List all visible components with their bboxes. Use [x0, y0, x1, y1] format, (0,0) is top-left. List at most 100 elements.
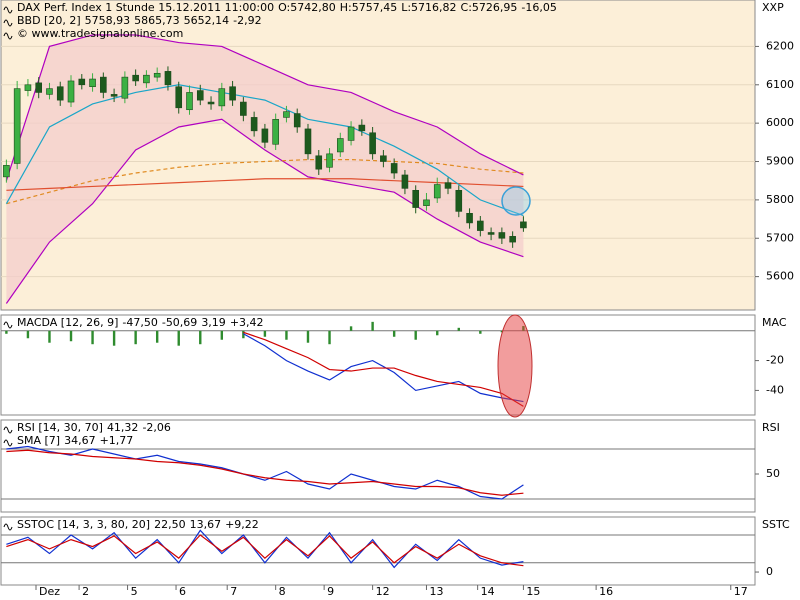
y-tick-label: 5700	[766, 231, 794, 244]
candle-body	[455, 189, 463, 212]
legend-text: DAX Perf. Index 1 Stunde 15.12.2011 11:0…	[17, 1, 274, 14]
histogram-bar	[177, 330, 180, 346]
legend-text: -50,69	[162, 316, 197, 329]
legend-icon	[3, 32, 13, 40]
x-tick-label: 9	[327, 585, 334, 598]
labels: XXP 5600 5700 5800 5900 6000 6100 6200 DAX Perf.…	[3, 1, 794, 598]
legend-icon	[3, 439, 13, 447]
marks	[3, 34, 527, 569]
series-line	[243, 333, 524, 403]
series-line	[5, 34, 524, 181]
legend-text: 5758,93	[85, 14, 131, 27]
histogram-bar	[26, 330, 30, 339]
candle-body	[13, 88, 21, 164]
legend-text: 3,19	[201, 316, 226, 329]
legend-text: SSTOC [14, 3, 3, 80, 20]	[17, 518, 150, 531]
y-tick-label: 5600	[766, 270, 794, 283]
legend-text: -16,05	[521, 1, 556, 14]
histogram-bar	[220, 330, 224, 340]
candle-body	[433, 184, 441, 199]
candle-body	[509, 236, 516, 243]
candle-body	[143, 74, 150, 84]
x-tick-label: 8	[279, 585, 286, 598]
candle-body	[250, 117, 258, 132]
y-tick-label: -20	[766, 354, 784, 367]
legend-text: BBD [20, 2]	[17, 14, 81, 27]
candle-body	[164, 71, 172, 86]
histogram-bar	[328, 330, 331, 345]
legend-icon	[3, 321, 13, 329]
candle-body	[89, 78, 96, 88]
legend-text: 13,67	[190, 518, 222, 531]
histogram-bar	[199, 330, 202, 345]
series-line	[6, 445, 524, 500]
y-tick-label: 0	[766, 565, 773, 578]
y-tick-label: -40	[766, 383, 784, 396]
legend-text: 5652,14	[184, 14, 230, 27]
legend-text: C:5726,95	[461, 1, 518, 14]
legend-text: 34,67	[64, 434, 96, 447]
x-tick-label: 6	[179, 585, 186, 598]
series-line	[6, 449, 524, 496]
y-tick-label: 6000	[766, 116, 794, 129]
candle-body	[46, 88, 53, 95]
candle-body	[207, 101, 215, 105]
x-tick-label: 14	[481, 585, 495, 598]
candle-body	[240, 101, 247, 116]
y-tick-label: 6100	[766, 78, 794, 91]
histogram-bar	[48, 330, 51, 343]
series-line	[6, 159, 524, 205]
histogram-bar	[285, 330, 288, 340]
panel	[0, 419, 756, 513]
candle-body	[56, 86, 64, 101]
candle-body	[390, 163, 398, 174]
axis-label: XXP	[762, 1, 784, 14]
series-line	[5, 118, 524, 304]
histogram-bar	[479, 330, 482, 334]
candle-body	[100, 76, 107, 93]
x-tick-label: 12	[376, 585, 390, 598]
x-tick-label: Dez	[39, 585, 60, 598]
histogram-bar	[91, 330, 94, 345]
series-line	[5, 84, 524, 217]
candle-body	[423, 199, 430, 206]
candle-body	[358, 124, 366, 132]
legend-text: L:5716,82	[401, 1, 456, 14]
legend-text: +9,22	[225, 518, 259, 531]
histogram-bar	[69, 330, 73, 342]
candle-body	[218, 88, 226, 107]
legend-text: -47,50	[122, 316, 157, 329]
candle-body	[326, 153, 333, 168]
legend-text: 22,50	[154, 518, 186, 531]
candle-body	[3, 165, 10, 178]
candle-body	[520, 221, 527, 229]
legend-text: H:5757,45	[340, 1, 397, 14]
candle-body	[153, 72, 161, 78]
histogram-bar	[263, 330, 267, 337]
histogram-bar	[242, 330, 245, 339]
x-tick-label: 7	[230, 585, 237, 598]
candle-body	[272, 119, 279, 145]
histogram-bar	[500, 330, 504, 333]
band-fill	[6, 34, 524, 304]
candle-body	[444, 182, 452, 189]
candle-body	[380, 155, 387, 162]
x-tick-label: 15	[526, 585, 540, 598]
y-tick-label: 5900	[766, 155, 794, 168]
histogram-bar	[306, 330, 310, 343]
y-tick-label: 5800	[766, 193, 794, 206]
legend-icon	[3, 6, 13, 14]
x-tick-label: 17	[734, 585, 748, 598]
candle-body	[347, 126, 355, 141]
panel	[0, 516, 756, 586]
histogram-bar	[371, 321, 374, 331]
highlight-circle	[501, 186, 531, 216]
histogram-bar	[349, 326, 353, 331]
legend-text: +3,42	[230, 316, 264, 329]
candle-body	[35, 82, 43, 93]
axis-label: RSI	[762, 421, 780, 434]
candle-body	[261, 128, 269, 143]
candle-body	[78, 78, 86, 86]
candle-body	[283, 111, 290, 118]
